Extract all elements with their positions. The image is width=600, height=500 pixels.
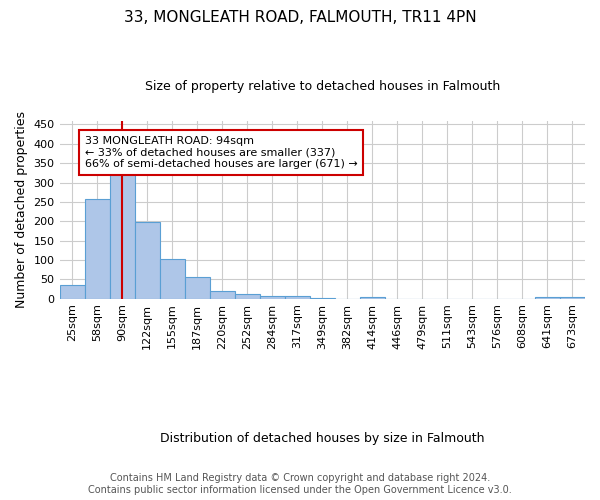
Bar xyxy=(134,222,160,298)
Bar xyxy=(85,199,110,298)
Text: Contains HM Land Registry data © Crown copyright and database right 2024.
Contai: Contains HM Land Registry data © Crown c… xyxy=(88,474,512,495)
Bar xyxy=(235,294,260,298)
Bar xyxy=(160,259,185,298)
Text: 33 MONGLEATH ROAD: 94sqm
← 33% of detached houses are smaller (337)
66% of semi-: 33 MONGLEATH ROAD: 94sqm ← 33% of detach… xyxy=(85,136,358,169)
Text: 33, MONGLEATH ROAD, FALMOUTH, TR11 4PN: 33, MONGLEATH ROAD, FALMOUTH, TR11 4PN xyxy=(124,10,476,25)
Bar xyxy=(260,296,285,298)
Bar xyxy=(59,285,85,298)
X-axis label: Distribution of detached houses by size in Falmouth: Distribution of detached houses by size … xyxy=(160,432,485,445)
Bar xyxy=(360,296,385,298)
Title: Size of property relative to detached houses in Falmouth: Size of property relative to detached ho… xyxy=(145,80,500,93)
Bar xyxy=(185,276,209,298)
Bar xyxy=(535,297,560,298)
Bar xyxy=(285,296,310,298)
Bar xyxy=(110,168,134,298)
Bar xyxy=(209,290,235,298)
Bar xyxy=(560,297,585,298)
Y-axis label: Number of detached properties: Number of detached properties xyxy=(15,111,28,308)
